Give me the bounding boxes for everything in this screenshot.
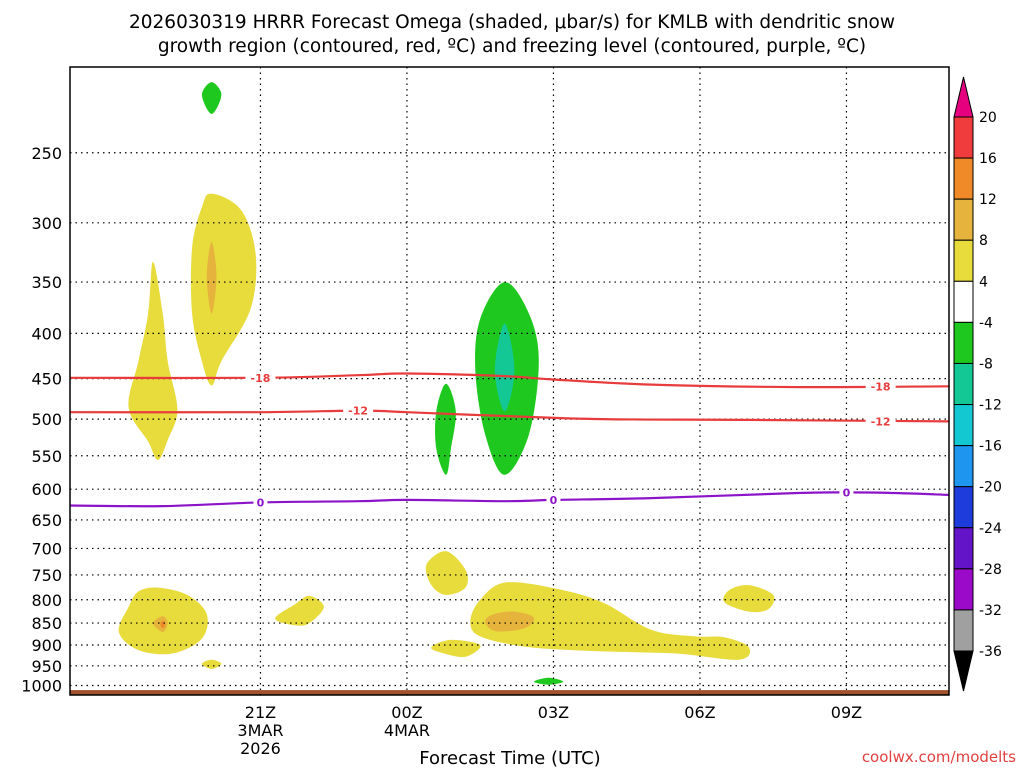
omega-region--4 <box>201 82 222 114</box>
omega-region-4 <box>275 595 324 626</box>
y-tick-label: 650 <box>31 511 62 530</box>
colorbar-band <box>953 486 974 529</box>
plot-frame <box>69 66 950 696</box>
y-tick-label: 850 <box>31 614 62 633</box>
y-tick-label: 400 <box>31 324 62 343</box>
contour-label-bg <box>546 492 561 507</box>
omega-region-4 <box>190 193 257 386</box>
colorbar-band <box>953 609 974 652</box>
contour-label-bg <box>343 403 374 418</box>
colorbar-top-arrow <box>953 76 974 118</box>
colorbar-band <box>953 362 974 406</box>
y-tick-label: 900 <box>31 636 62 655</box>
contour-label-bg <box>865 414 896 429</box>
colorbar-band <box>953 321 974 364</box>
contour-label: -12 <box>871 415 891 428</box>
x-axis-title: Forecast Time (UTC) <box>419 748 600 768</box>
omega-region-4 <box>425 551 468 595</box>
contour-label: 0 <box>257 496 265 509</box>
colorbar-label: -36 <box>979 644 1002 660</box>
y-tick-label: 950 <box>31 657 62 676</box>
omega-region-4 <box>201 659 222 669</box>
chart-title-line-2: growth region (contoured, red, ºC) and f… <box>158 36 866 57</box>
y-tick-label: 750 <box>31 566 62 585</box>
y-tick-label: 450 <box>31 370 62 389</box>
credit-text: coolwx.com/modelts <box>862 748 1016 766</box>
colorbar-label: 4 <box>979 274 988 290</box>
y-tick-label: 700 <box>31 539 62 558</box>
colorbar-label: -8 <box>979 356 993 372</box>
contour-label-bg <box>245 370 276 385</box>
omega-region-4 <box>128 261 178 460</box>
colorbar-label: -24 <box>979 521 1002 537</box>
colorbar-label: -20 <box>979 480 1002 496</box>
x-tick-label: 06Z <box>684 703 715 722</box>
colorbar-label: 20 <box>979 110 997 126</box>
colorbar-band <box>953 568 974 611</box>
contour-label: 0 <box>843 486 851 499</box>
plot-area: -18 -18 -12 -12 0 0 0 <box>69 66 950 696</box>
chart-title-line-1: 2026030319 HRRR Forecast Omega (shaded, … <box>129 12 895 33</box>
colorbar-label: 8 <box>979 233 988 249</box>
omega-region--4 <box>533 677 564 685</box>
y-tick-label: 550 <box>31 447 62 466</box>
contour-label-bg <box>865 379 896 394</box>
y-tick-label: 500 <box>31 410 62 429</box>
ground-bar <box>70 690 949 695</box>
x-tick-label: 03Z <box>538 703 569 722</box>
x-tick-label: 09Z <box>831 703 862 722</box>
isotherm-line <box>69 491 950 508</box>
x-tick-label: 3MAR <box>237 721 283 740</box>
x-tick-label: 00Z <box>391 703 422 722</box>
colorbar-band <box>953 404 974 447</box>
y-tick-label: 600 <box>31 480 62 499</box>
colorbar-label: -32 <box>979 603 1002 619</box>
contour-label: 0 <box>550 494 558 507</box>
colorbar-band <box>953 157 974 200</box>
y-tick-label: 300 <box>31 214 62 233</box>
y-tick-label: 1000 <box>21 677 62 696</box>
x-tick-label: 2026 <box>240 739 281 758</box>
colorbar: 20 16 12 8 4 -4 -8 -12 -16 -20 -24 -28 -32 -36 <box>953 76 1002 692</box>
omega-region-4 <box>431 639 481 658</box>
x-tick-label: 4MAR <box>384 721 430 740</box>
colorbar-bottom-arrow <box>953 650 974 692</box>
omega-region-8 <box>206 241 217 314</box>
colorbar-band <box>953 527 974 570</box>
omega-region-4 <box>470 582 751 660</box>
contour-label: -18 <box>871 380 891 393</box>
colorbar-label: -12 <box>979 398 1002 414</box>
colorbar-band <box>953 239 974 282</box>
contour-label: -18 <box>251 372 271 385</box>
colorbar-label: -28 <box>979 562 1002 578</box>
isotherm-line <box>69 409 950 423</box>
contour-label-bg <box>839 485 854 500</box>
omega-region--4 <box>435 383 456 475</box>
y-tick-label: 350 <box>31 273 62 292</box>
omega-region--8 <box>494 323 515 412</box>
colorbar-label: -16 <box>979 439 1002 455</box>
colorbar-band <box>953 116 974 159</box>
contour-label: -12 <box>348 405 368 418</box>
colorbar-label: 12 <box>979 192 997 208</box>
colorbar-label: 16 <box>979 151 997 167</box>
y-axis: 250 300 350 400 450 500 550 600 650 700 750 800 850 9… <box>21 144 62 696</box>
x-tick-label: 21Z <box>245 703 276 722</box>
colorbar-band <box>953 280 974 323</box>
y-tick-label: 800 <box>31 591 62 610</box>
omega-region-4 <box>723 584 775 613</box>
contour-label-bg <box>253 495 268 510</box>
colorbar-band <box>953 198 974 241</box>
colorbar-label: -4 <box>979 315 993 331</box>
colorbar-band <box>953 445 974 488</box>
y-tick-label: 250 <box>31 144 62 163</box>
omega-region-8 <box>485 611 535 632</box>
